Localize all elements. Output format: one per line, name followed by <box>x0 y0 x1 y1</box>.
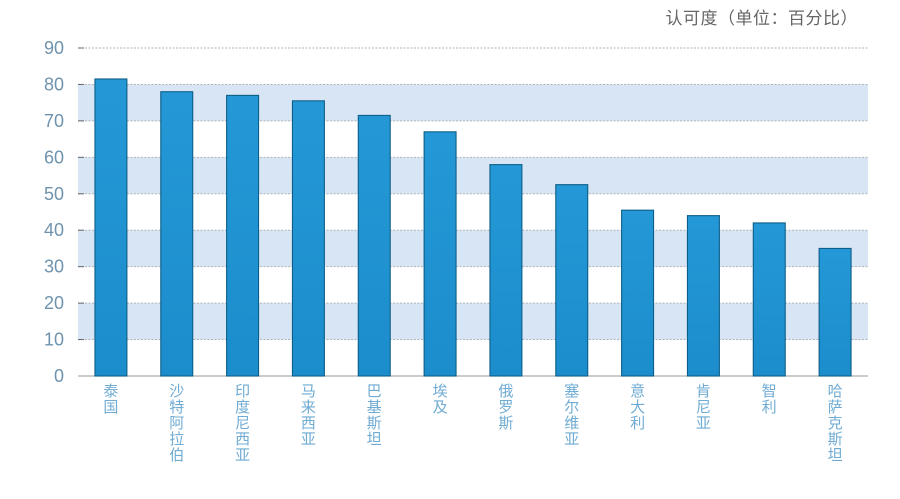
svg-text:70: 70 <box>44 111 64 131</box>
svg-text:20: 20 <box>44 293 64 313</box>
svg-text:90: 90 <box>44 38 64 58</box>
svg-text:80: 80 <box>44 74 64 94</box>
svg-text:0: 0 <box>54 366 64 386</box>
svg-text:10: 10 <box>44 330 64 350</box>
svg-text:60: 60 <box>44 147 64 167</box>
svg-text:50: 50 <box>44 184 64 204</box>
svg-text:30: 30 <box>44 257 64 277</box>
svg-text:40: 40 <box>44 220 64 240</box>
